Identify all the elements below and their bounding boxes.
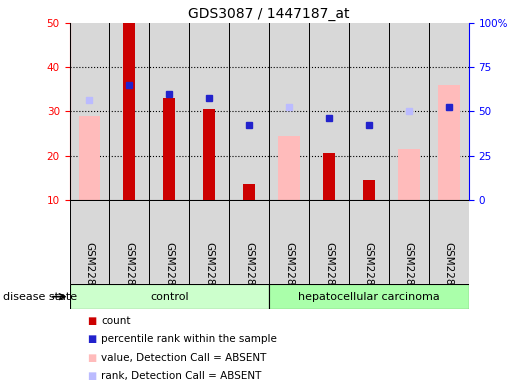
Text: GSM228781: GSM228781 bbox=[284, 242, 294, 305]
Bar bbox=[229, 23, 269, 200]
Bar bbox=[203, 109, 215, 200]
Text: ■: ■ bbox=[88, 316, 97, 326]
Bar bbox=[149, 200, 190, 284]
Bar bbox=[398, 149, 420, 200]
Text: GSM228787: GSM228787 bbox=[125, 242, 134, 305]
Bar bbox=[189, 200, 229, 284]
Bar bbox=[363, 180, 375, 200]
Text: GSM228790: GSM228790 bbox=[244, 242, 254, 305]
Bar bbox=[428, 200, 469, 284]
Bar bbox=[189, 23, 229, 200]
Bar bbox=[70, 284, 269, 309]
Bar bbox=[269, 23, 309, 200]
Bar bbox=[323, 153, 335, 200]
Bar bbox=[78, 116, 100, 200]
Text: percentile rank within the sample: percentile rank within the sample bbox=[101, 334, 278, 344]
Bar bbox=[163, 98, 175, 200]
Bar bbox=[309, 23, 349, 200]
Bar bbox=[349, 200, 389, 284]
Bar bbox=[70, 200, 109, 284]
Text: GSM228788: GSM228788 bbox=[164, 242, 174, 305]
Bar bbox=[109, 23, 149, 200]
Bar bbox=[269, 284, 469, 309]
Text: GSM228786: GSM228786 bbox=[84, 242, 94, 305]
Bar bbox=[438, 85, 460, 200]
Bar bbox=[278, 136, 300, 200]
Bar bbox=[124, 23, 135, 200]
Bar bbox=[428, 23, 469, 200]
Bar bbox=[309, 200, 349, 284]
Bar bbox=[349, 23, 389, 200]
Text: GSM228785: GSM228785 bbox=[444, 242, 454, 305]
Text: count: count bbox=[101, 316, 131, 326]
Bar bbox=[269, 200, 309, 284]
Text: ■: ■ bbox=[88, 371, 97, 381]
Bar bbox=[149, 23, 190, 200]
Text: GSM228783: GSM228783 bbox=[364, 242, 374, 305]
Title: GDS3087 / 1447187_at: GDS3087 / 1447187_at bbox=[188, 7, 350, 21]
Text: value, Detection Call = ABSENT: value, Detection Call = ABSENT bbox=[101, 353, 267, 362]
Text: rank, Detection Call = ABSENT: rank, Detection Call = ABSENT bbox=[101, 371, 262, 381]
Text: control: control bbox=[150, 291, 188, 302]
Bar bbox=[243, 184, 255, 200]
Text: disease state: disease state bbox=[3, 291, 77, 302]
Bar bbox=[229, 200, 269, 284]
Text: ■: ■ bbox=[88, 353, 97, 362]
Bar bbox=[109, 200, 149, 284]
Text: GSM228782: GSM228782 bbox=[324, 242, 334, 305]
Text: GSM228789: GSM228789 bbox=[204, 242, 214, 305]
Text: hepatocellular carcinoma: hepatocellular carcinoma bbox=[298, 291, 440, 302]
Bar bbox=[389, 23, 428, 200]
Text: ■: ■ bbox=[88, 334, 97, 344]
Bar bbox=[70, 23, 109, 200]
Bar bbox=[389, 200, 428, 284]
Text: GSM228784: GSM228784 bbox=[404, 242, 414, 305]
